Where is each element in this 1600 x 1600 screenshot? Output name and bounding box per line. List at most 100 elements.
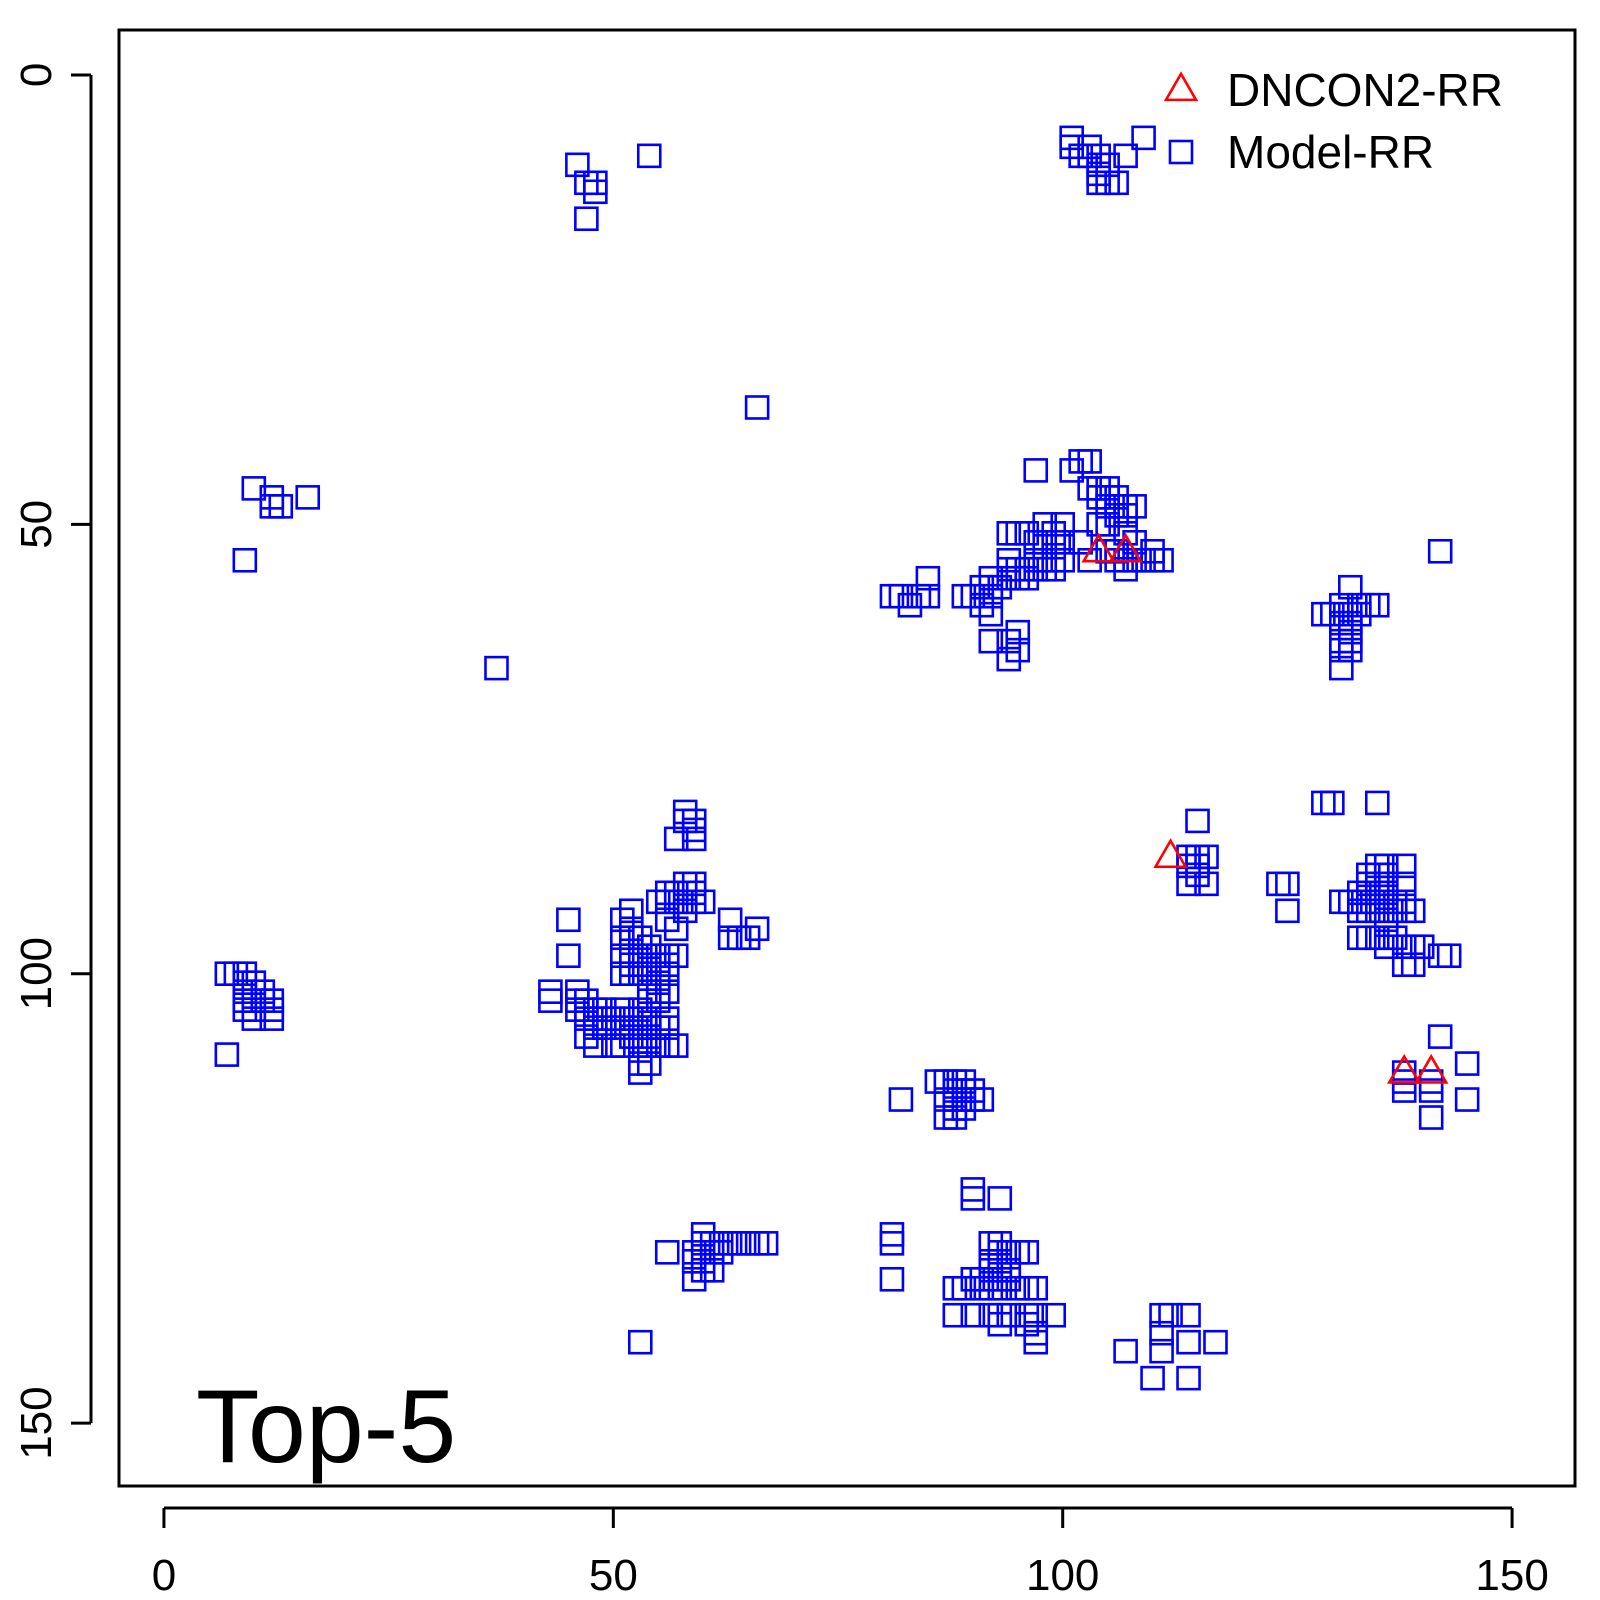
point-model-rr (241, 1006, 267, 1031)
point-model-rr (753, 1231, 779, 1256)
point-model-rr (1454, 1051, 1480, 1076)
point-model-rr (268, 494, 294, 519)
point-model-rr (1185, 808, 1210, 834)
point-model-rr (592, 1015, 617, 1040)
point-model-rr (1454, 1087, 1480, 1112)
point-model-rr (618, 898, 644, 924)
point-model-rr (627, 1329, 653, 1355)
point-model-rr (1409, 934, 1435, 960)
point-model-rr (1266, 871, 1291, 897)
point-model-rr (636, 143, 662, 169)
point-model-rr (960, 1186, 986, 1211)
point-model-rr (987, 574, 1013, 600)
point-model-rr (681, 1266, 707, 1292)
point-model-rr (735, 925, 761, 951)
point-model-rr (1275, 871, 1300, 897)
point-model-rr (663, 916, 689, 942)
point-model-rr (654, 961, 680, 987)
legend-marker-model-rr (1168, 139, 1194, 165)
point-model-rr (879, 1266, 905, 1292)
point-model-rr (1023, 1302, 1049, 1328)
point-dncon2-rr (1153, 838, 1188, 869)
point-model-rr (1113, 503, 1138, 528)
point-model-rr (744, 395, 770, 420)
point-model-rr (627, 1060, 653, 1085)
point-model-rr (1113, 521, 1138, 546)
point-dncon2-rr (1386, 1053, 1422, 1084)
point-model-rr (654, 979, 680, 1004)
point-model-rr (1418, 1105, 1444, 1130)
point-model-rr (960, 1302, 986, 1328)
panel-label: Top-5 (196, 1369, 456, 1485)
point-model-rr (1068, 449, 1093, 474)
point-model-rr (978, 628, 1004, 654)
point-model-rr (574, 1024, 599, 1049)
point-model-rr (888, 1087, 914, 1112)
point-model-rr (1158, 1302, 1183, 1328)
point-model-rr (1194, 844, 1219, 870)
point-model-rr (897, 592, 923, 618)
point-model-rr (1391, 853, 1417, 879)
point-model-rr (690, 889, 716, 915)
point-model-rr (1311, 790, 1336, 816)
point-model-rr (1023, 1329, 1049, 1355)
point-model-rr (1095, 152, 1120, 178)
point-model-rr (1041, 1302, 1067, 1328)
point-model-rr (1050, 529, 1076, 555)
point-model-rr (1131, 125, 1156, 151)
point-model-rr (583, 179, 608, 205)
point-model-rr (960, 1266, 986, 1292)
point-dncon2-rr (1413, 1053, 1449, 1084)
legend-label-dncon2-rr: DNCON2-RR (1227, 64, 1503, 116)
point-model-rr (610, 907, 635, 933)
point-model-rr (978, 583, 1004, 609)
point-model-rr (1427, 1024, 1453, 1049)
point-dncon2-rr (1108, 532, 1143, 563)
legend-marker-dncon2-rr (1163, 71, 1199, 102)
point-model-rr (879, 1222, 905, 1247)
point-model-rr (1400, 952, 1426, 978)
point-model-rr (627, 997, 653, 1022)
point-model-rr (1014, 565, 1040, 591)
point-model-rr (601, 1006, 626, 1031)
point-model-rr (645, 988, 671, 1013)
point-model-rr (1320, 601, 1345, 627)
point-model-rr (1050, 512, 1076, 537)
point-model-rr (987, 1186, 1013, 1211)
data-points (214, 125, 1480, 1391)
y-tick-label: 150 (12, 1386, 61, 1459)
point-model-rr (1104, 170, 1129, 196)
point-model-rr (654, 907, 680, 933)
point-model-rr (1400, 898, 1426, 924)
point-model-rr (1338, 637, 1363, 663)
point-model-rr (654, 1240, 680, 1265)
point-model-rr (744, 916, 770, 942)
point-model-rr (1427, 538, 1453, 564)
point-model-rr (969, 1087, 995, 1112)
point-model-rr (1185, 862, 1210, 888)
point-model-rr (1382, 925, 1408, 951)
point-model-rr (1077, 449, 1102, 474)
point-model-rr (978, 601, 1004, 627)
point-model-rr (583, 1033, 608, 1058)
point-model-rr (1329, 655, 1354, 681)
point-model-rr (960, 583, 986, 609)
point-model-rr (1391, 871, 1417, 897)
point-model-rr (1068, 529, 1093, 555)
point-model-rr (1149, 1338, 1174, 1364)
point-model-rr (1014, 1240, 1040, 1265)
point-model-rr (484, 655, 509, 681)
point-dncon2-rr (1081, 532, 1116, 563)
point-model-rr (1059, 134, 1084, 160)
point-model-rr (618, 1024, 644, 1049)
x-axis: 0 50 100 150 (152, 1506, 1549, 1600)
point-model-rr (969, 592, 995, 618)
point-model-rr (1176, 871, 1201, 897)
point-model-rr (1320, 790, 1345, 816)
point-model-rr (610, 1033, 635, 1058)
y-axis: 0 50 100 150 (12, 63, 93, 1460)
point-model-rr (1032, 512, 1058, 537)
point-model-rr (645, 889, 671, 915)
point-model-rr (987, 1311, 1013, 1337)
